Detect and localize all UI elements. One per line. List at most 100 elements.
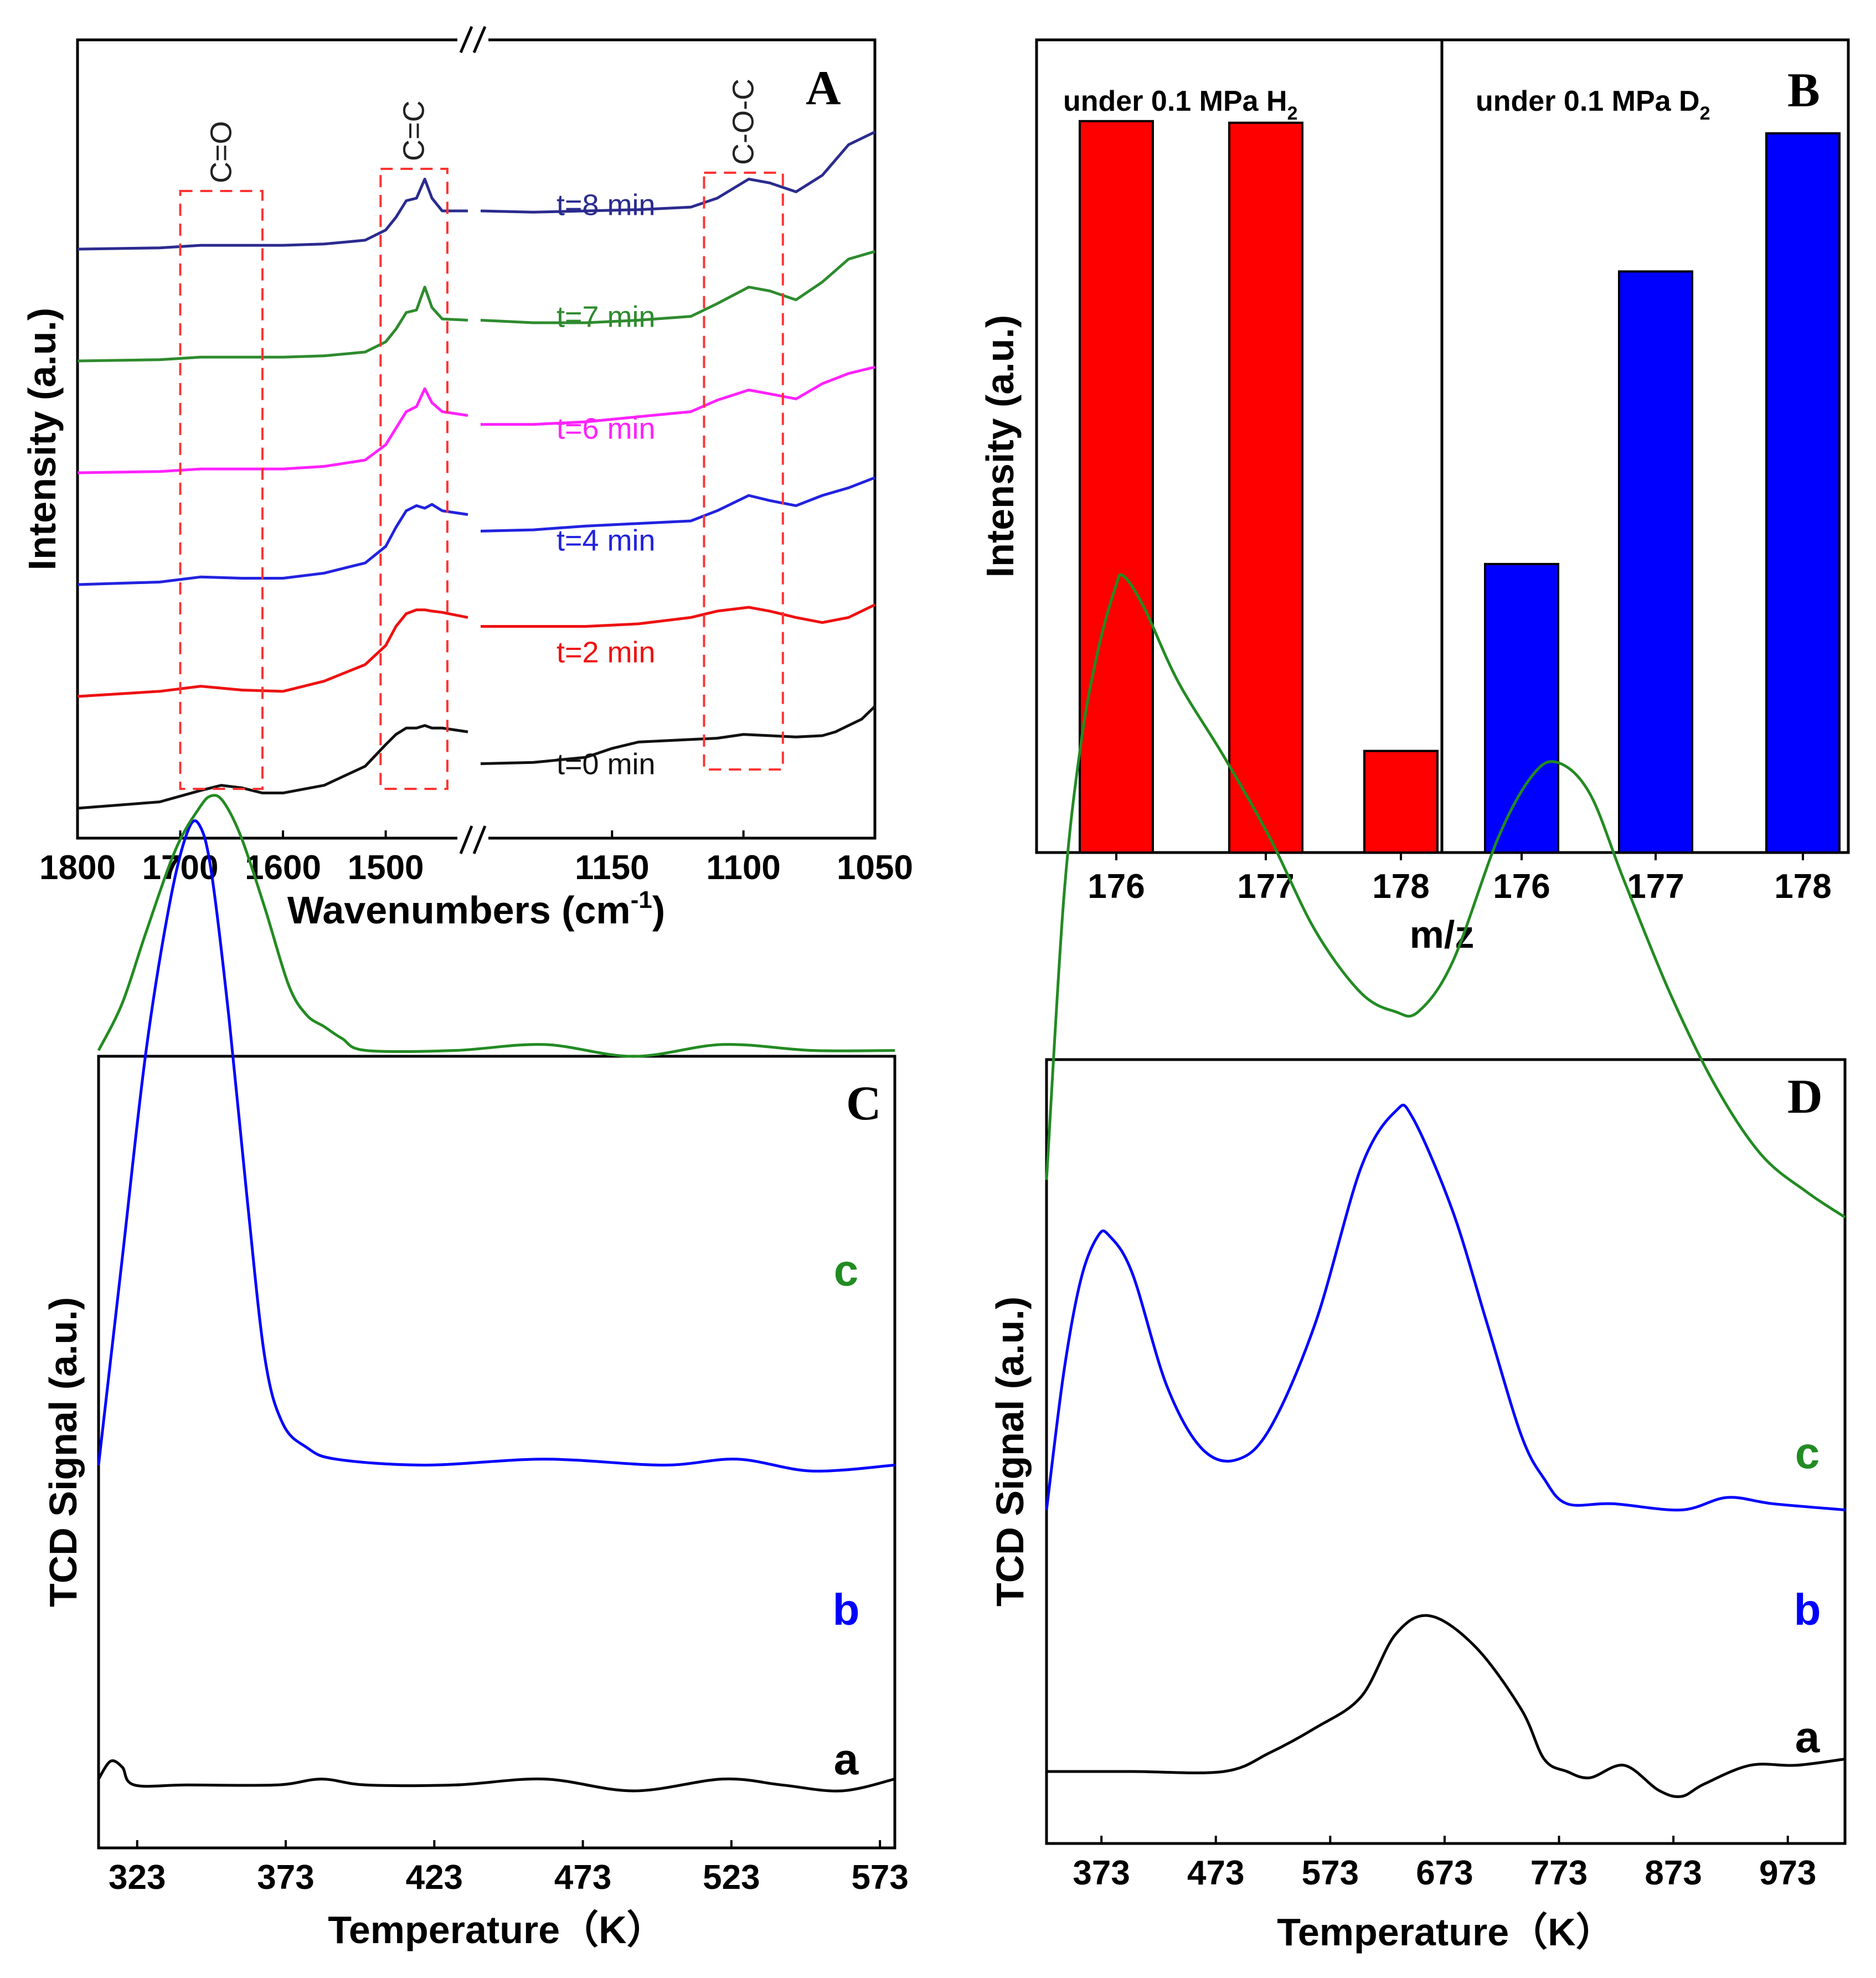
- series-t-0-min-high-wavenumber: [480, 705, 876, 765]
- bar-d2-176: [1484, 562, 1559, 854]
- panel-b-x-ticks: 176 177 178 176 177 178: [1088, 853, 1832, 906]
- tick-label-423: 423: [406, 1858, 463, 1897]
- series-t-4-min-high-wavenumber: [480, 476, 875, 533]
- series-t-8-min-low-wavenumber: [77, 178, 468, 251]
- series-t-6-min-low-wavenumber: [77, 387, 468, 474]
- panel-c-x-ticks: 323 373 423 473 523 573: [109, 1840, 909, 1897]
- group-label-h2: under 0.1 MPa H2: [1063, 85, 1297, 124]
- tick-label-473: 473: [1187, 1854, 1244, 1892]
- tick-label-h2-177: 177: [1237, 867, 1294, 906]
- tick-label-d2-178: 178: [1774, 867, 1831, 906]
- tick-label-1500: 1500: [348, 849, 424, 887]
- series-label-t-6-min: t=6 min: [556, 412, 656, 446]
- panel-c-curve-labels: a b c: [833, 1246, 860, 1784]
- series-t-8-min-high-wavenumber: [480, 131, 876, 214]
- band-box-c-c: [379, 168, 449, 790]
- series-label-t-4-min: t=4 min: [556, 524, 656, 557]
- panel-c: 323 373 423 473 523 573 abc C Temperature（K） …: [42, 794, 909, 1951]
- series-b: [97, 819, 895, 1473]
- panel-c-frame: [97, 1055, 896, 1850]
- panel-a-x-ticks: 1800 1700 1600 1500 1150 1100 1050: [39, 830, 913, 887]
- panel-c-y-axis-label: TCD Signal (a.u.): [42, 1297, 85, 1607]
- tick-label-373: 373: [257, 1858, 314, 1897]
- series-label-t-7-min: t=7 min: [556, 301, 656, 334]
- series-t-4-min-low-wavenumber: [77, 503, 468, 586]
- series-label-t-0-min: t=0 min: [556, 748, 656, 781]
- series-label-b: b: [833, 1585, 860, 1634]
- panel-a-y-axis-label: Intensity (a.u.): [20, 308, 64, 570]
- tick-label-h2-176: 176: [1088, 867, 1145, 906]
- panel-label-b: B: [1787, 64, 1820, 117]
- series-label-b: b: [1794, 1585, 1821, 1634]
- axis-break-bottom-mark-2: [472, 825, 487, 854]
- panel-b-bars: [1079, 120, 1841, 854]
- panel-d: 373 473 573 673 773 873 973 a b c D Temperature（…: [988, 573, 1847, 1954]
- series-a: [1047, 1614, 1846, 1798]
- group-label-d2: under 0.1 MPa D2: [1476, 85, 1710, 124]
- tick-label-1050: 1050: [837, 849, 913, 887]
- bar-h2-178: [1363, 750, 1439, 854]
- tick-label-373: 373: [1073, 1854, 1130, 1892]
- bar-d2-178: [1765, 132, 1841, 854]
- series-label-t-8-min: t=8 min: [556, 189, 656, 222]
- panel-d-x-axis-label: Temperature（K）: [1277, 1910, 1614, 1954]
- series-t-6-min-high-wavenumber: [481, 365, 875, 426]
- tick-label-1100: 1100: [706, 849, 781, 887]
- panel-d-frame: [1045, 1058, 1847, 1845]
- tick-label-1150: 1150: [575, 849, 650, 887]
- panel-d-curve-labels: a b c: [1794, 1428, 1821, 1762]
- band-box-c-o: [179, 190, 264, 790]
- series-c: [97, 794, 895, 1058]
- series-c: [1045, 573, 1846, 1218]
- tick-label-1600: 1600: [245, 849, 321, 887]
- bar-h2-177: [1228, 121, 1303, 854]
- tick-label-d2-177: 177: [1627, 867, 1684, 906]
- panel-a-band-boxes: C=O C=C C-O-C: [179, 79, 784, 790]
- panel-a-curves: t=8 min t=7 min t=6 min t=4 min t=2 min t=0 m…: [77, 131, 876, 810]
- tick-label-d2-176: 176: [1493, 867, 1550, 906]
- series-a: [97, 1759, 895, 1793]
- panel-d-y-axis-label: TCD Signal (a.u.): [988, 1297, 1032, 1607]
- panel-b: 176 177 178 176 177 178 under 0.1 MPa H2 unde…: [978, 38, 1850, 956]
- tick-label-523: 523: [703, 1858, 760, 1897]
- band-label-c-o-c: C-O-C: [727, 79, 760, 165]
- band-box-c-o-c: [703, 172, 784, 771]
- series-label-a: a: [834, 1734, 859, 1784]
- tick-label-573: 573: [851, 1858, 908, 1897]
- bar-d2-177: [1618, 270, 1693, 854]
- tick-label-773: 773: [1530, 1854, 1588, 1892]
- series-label-c: c: [834, 1246, 859, 1295]
- series-t-0-min-low-wavenumber: [77, 724, 468, 810]
- bar-h2-176: [1079, 120, 1154, 854]
- series-t-7-min-high-wavenumber: [480, 250, 875, 324]
- tick-label-573: 573: [1302, 1854, 1359, 1892]
- panel-d-curves: [1045, 573, 1846, 1798]
- tick-label-h2-178: 178: [1372, 867, 1429, 906]
- panel-d-x-ticks: 373 473 573 673 773 873 973: [1073, 1836, 1816, 1892]
- series-t-7-min-low-wavenumber: [77, 286, 468, 363]
- panel-label-d: D: [1787, 1070, 1823, 1124]
- series-label-a: a: [1795, 1712, 1820, 1762]
- axis-break-top-mark-2: [472, 26, 487, 53]
- panel-label-c: C: [846, 1077, 882, 1130]
- panel-c-x-axis-label: Temperature（K）: [328, 1908, 665, 1951]
- tick-label-673: 673: [1416, 1854, 1473, 1892]
- series-label-c: c: [1795, 1428, 1820, 1478]
- series-b: [1045, 1103, 1846, 1512]
- band-label-c-c: C=C: [398, 100, 431, 161]
- axis-break-bottom-mark-1: [459, 825, 473, 854]
- panel-a: t=8 min t=7 min t=6 min t=4 min t=2 min t=0 m…: [20, 22, 913, 932]
- series-label-t-2-min: t=2 min: [556, 636, 656, 669]
- panel-c-curves: [97, 794, 895, 1793]
- axis-break-top-mark-1: [459, 26, 473, 53]
- panel-b-y-axis-label: Intensity (a.u.): [978, 315, 1022, 577]
- band-label-c-o: C=O: [205, 121, 238, 183]
- panel-a-x-axis-label: Wavenumbers (cm-1): [287, 886, 665, 932]
- tick-label-323: 323: [109, 1858, 166, 1897]
- tick-label-973: 973: [1759, 1854, 1816, 1892]
- series-t-2-min-low-wavenumber: [77, 608, 468, 698]
- tick-label-473: 473: [554, 1858, 611, 1897]
- panel-label-a: A: [806, 61, 841, 115]
- tick-label-873: 873: [1645, 1854, 1702, 1892]
